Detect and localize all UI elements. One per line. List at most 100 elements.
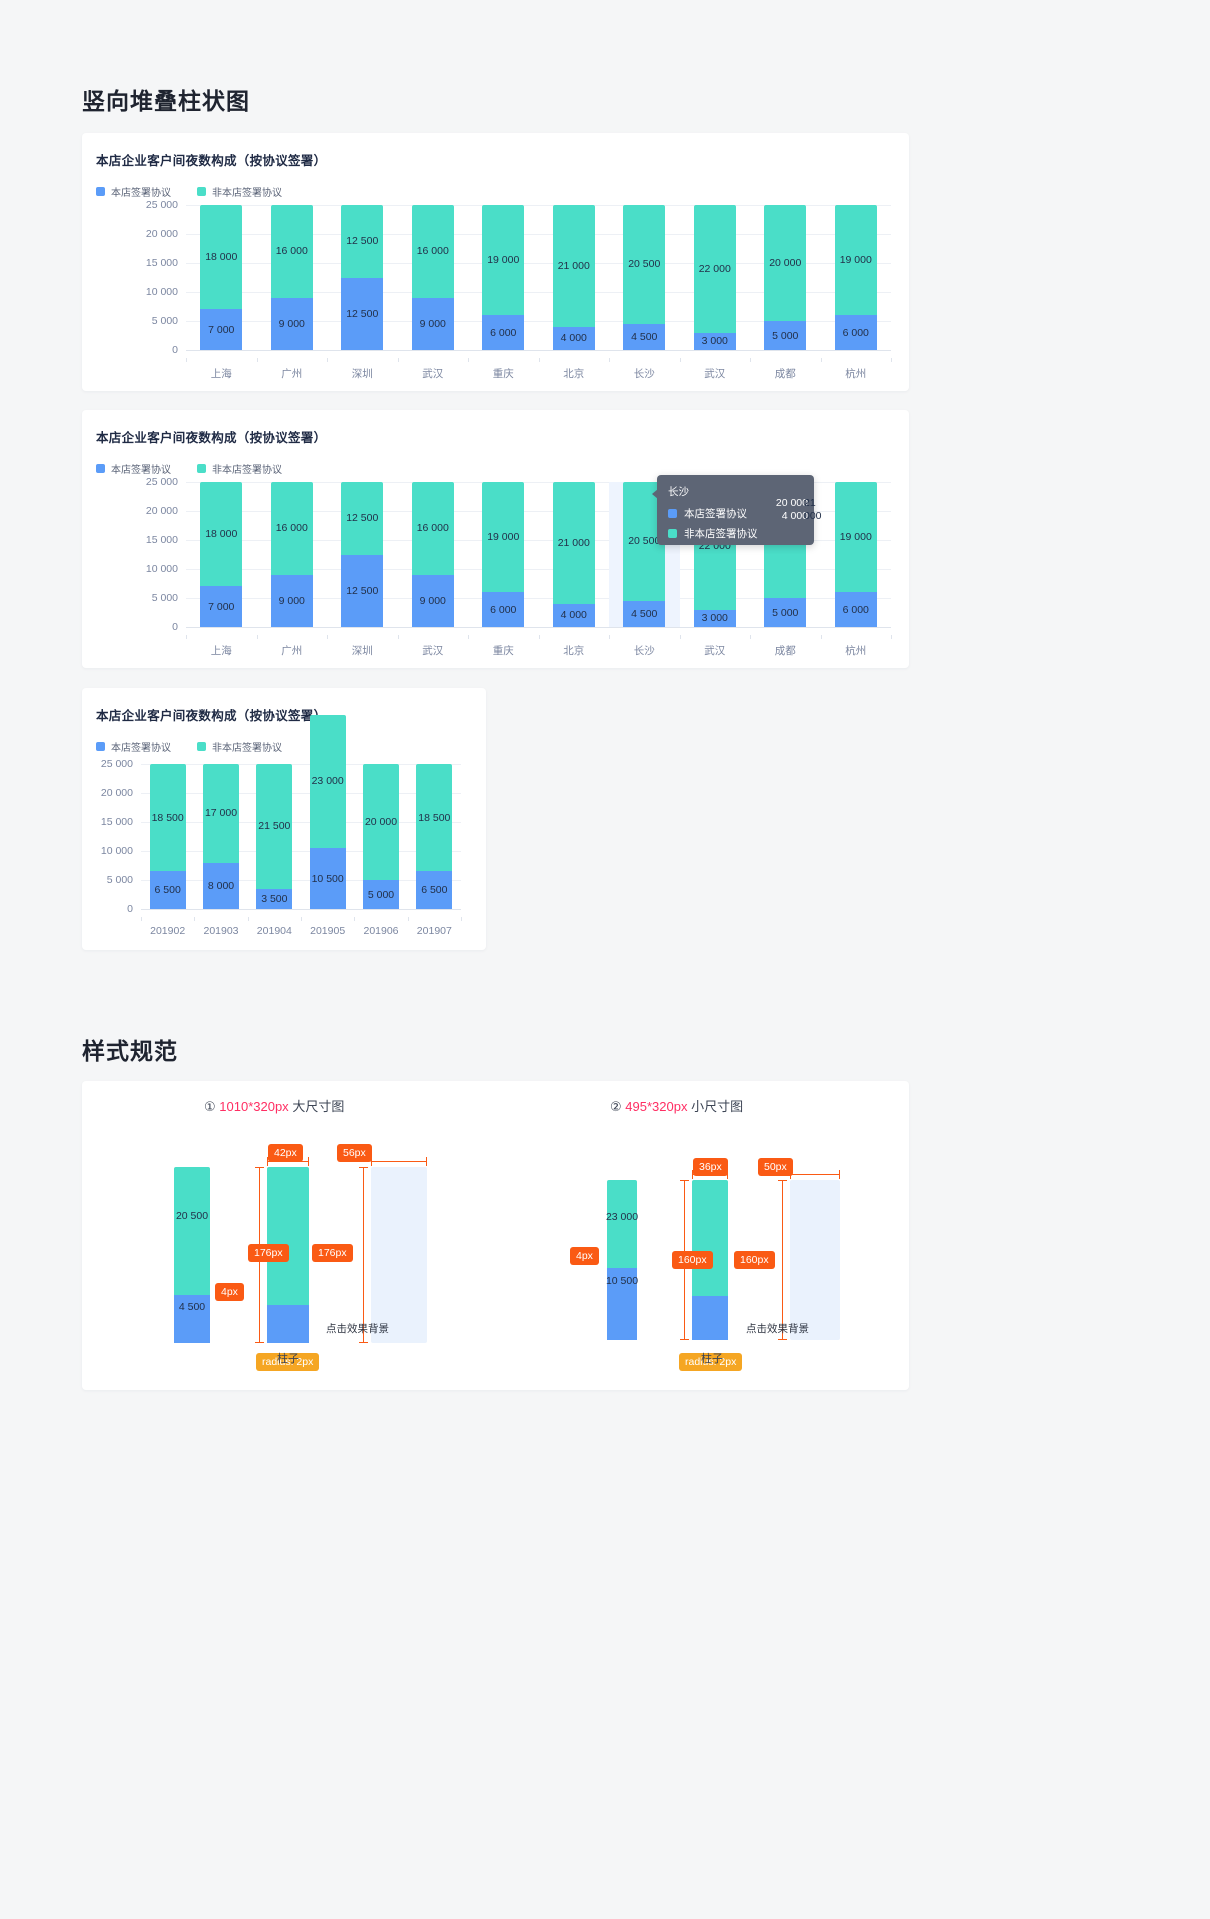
bar-column[interactable]: 12 500 12 500	[341, 205, 384, 350]
bar-segment-signed[interactable]: 6 000	[482, 592, 525, 627]
bar-column[interactable]: 21 000 4 000	[552, 482, 595, 627]
bar-segment-non-signed[interactable]: 19 000	[482, 205, 525, 316]
chart-plot-area[interactable]: 0 5 000 10 000 15 000 20 000 25 000 18 500 6 50…	[101, 714, 461, 915]
tooltip-row-label: 本店签署协议	[684, 508, 747, 520]
bar-segment-non-signed[interactable]: 16 000	[270, 205, 313, 298]
legend-item-1[interactable]: 非本店签署协议	[197, 739, 282, 754]
bar-segment-non-signed[interactable]: 12 500	[341, 205, 384, 278]
bar-segment-non-signed[interactable]: 19 000	[834, 482, 877, 593]
chart-plot-area[interactable]: 0 5 000 10 000 15 000 20 000 25 000 18 000 7 00…	[146, 199, 891, 356]
legend-item-0[interactable]: 本店签署协议	[96, 461, 171, 476]
x-axis-tick	[354, 917, 356, 921]
bar-column[interactable]: 16 000 9 000	[270, 205, 313, 350]
bar-segment-signed[interactable]: 7 000	[200, 586, 243, 627]
bar-segment-signed[interactable]: 4 000	[552, 326, 595, 350]
bar-column[interactable]: 19 000 6 000	[482, 482, 525, 627]
bar-column[interactable]: 20 000 5 000	[363, 764, 399, 909]
bar-segment-signed[interactable]: 9 000	[411, 574, 454, 627]
bar-column[interactable]: 16 000 9 000	[411, 205, 454, 350]
bar-segment-non-signed[interactable]: 20 500	[623, 205, 666, 324]
bar-column[interactable]: 16 000 9 000	[411, 482, 454, 627]
bar-segment-signed[interactable]: 3 500	[256, 888, 293, 909]
legend-item-0[interactable]: 本店签署协议	[96, 739, 171, 754]
x-axis-tick	[750, 635, 751, 639]
bar-segment-signed[interactable]: 3 000	[693, 332, 736, 350]
legend-item-0[interactable]: 本店签署协议	[96, 184, 171, 199]
bar-segment-non-signed[interactable]: 21 500	[256, 764, 293, 889]
bar-segment-signed[interactable]: 5 000	[764, 321, 807, 350]
bar-column[interactable]: 19 000 6 000	[834, 205, 877, 350]
x-axis-tick	[820, 635, 822, 639]
bar-segment-signed[interactable]: 9 000	[270, 574, 313, 627]
bar-column[interactable]: 20 500 4 500	[623, 205, 666, 350]
bar-segment-signed[interactable]: 8 000	[203, 862, 239, 909]
bar-segment-signed[interactable]: 6 000	[482, 315, 525, 350]
bar-segment-non-signed[interactable]: 18 500	[149, 764, 186, 872]
bar-value-label: 5 000	[772, 606, 799, 619]
bar-segment-non-signed[interactable]: 18 500	[416, 764, 453, 872]
x-axis-label: 201906	[363, 925, 399, 937]
bar-column[interactable]: 19 000 6 000	[834, 482, 877, 627]
spec-measure-cap	[308, 1157, 309, 1166]
bar-column[interactable]: 18 500 6 500	[416, 764, 453, 909]
bar-segment-signed[interactable]: 9 000	[411, 297, 454, 350]
bar-segment-non-signed[interactable]: 19 000	[834, 205, 877, 316]
bar-segment-signed[interactable]: 6 500	[416, 871, 453, 909]
bar-segment-signed[interactable]: 4 000	[552, 603, 595, 627]
bar-segment-signed[interactable]: 9 000	[270, 297, 313, 350]
x-axis-label: 201905	[310, 925, 346, 937]
bar-value-label: 16 000	[275, 245, 308, 258]
bar-segment-non-signed[interactable]: 21 000	[552, 205, 595, 327]
bar-column[interactable]: 22 000 3 000	[693, 205, 736, 350]
bar-segment-signed[interactable]: 6 500	[149, 871, 186, 909]
bar-segment-signed[interactable]: 5 000	[363, 880, 399, 909]
tooltip-extra-value: 21 000	[804, 497, 822, 522]
bar-value-label: 18 500	[418, 811, 451, 824]
spec-size: 1010*320px	[219, 1099, 289, 1114]
bar-segment-signed[interactable]: 12 500	[341, 277, 384, 350]
bar-segment-non-signed[interactable]: 20 000	[764, 205, 807, 321]
bar-segment-non-signed[interactable]: 21 000	[552, 482, 595, 604]
bar-column[interactable]: 21 000 4 000	[552, 205, 595, 350]
tooltip-row: 非本店签署协议	[668, 526, 803, 541]
legend-item-1[interactable]: 非本店签署协议	[197, 461, 282, 476]
spec-sample-bottom-value: 4 500	[178, 1301, 206, 1313]
bar-segment-non-signed[interactable]: 16 000	[411, 482, 454, 575]
bar-column[interactable]: 20 000 5 000	[764, 205, 807, 350]
bar-segment-signed[interactable]: 3 000	[693, 609, 736, 627]
bar-segment-non-signed[interactable]: 19 000	[482, 482, 525, 593]
bar-segment-signed[interactable]: 4 500	[623, 323, 666, 350]
bar-segment-non-signed[interactable]: 16 000	[270, 482, 313, 575]
y-axis-tick-label: 10 000	[100, 845, 133, 857]
bar-column[interactable]: 18 000 7 000	[200, 205, 243, 350]
bar-column[interactable]: 23 000 10 500	[309, 714, 346, 909]
bar-segment-non-signed[interactable]: 23 000	[309, 714, 346, 849]
bar-segment-non-signed[interactable]: 18 000	[200, 482, 243, 587]
bar-segment-signed[interactable]: 12 500	[341, 554, 384, 627]
bar-segment-signed[interactable]: 6 000	[834, 315, 877, 350]
bar-segment-signed[interactable]: 5 000	[764, 598, 807, 627]
gridline	[186, 292, 891, 293]
bar-segment-signed[interactable]: 7 000	[200, 309, 243, 350]
bar-column[interactable]: 21 500 3 500	[256, 764, 293, 909]
bar-segment-non-signed[interactable]: 18 000	[200, 205, 243, 310]
bar-column[interactable]: 12 500 12 500	[341, 482, 384, 627]
y-axis-tick-label: 15 000	[100, 816, 133, 828]
bar-segment-non-signed[interactable]: 22 000	[693, 205, 736, 333]
bar-segment-signed[interactable]: 10 500	[309, 848, 346, 909]
bar-column[interactable]: 18 500 6 500	[149, 764, 186, 909]
bar-segment-non-signed[interactable]: 16 000	[411, 205, 454, 298]
bar-column[interactable]: 17 000 8 000	[203, 764, 239, 909]
bar-segment-non-signed[interactable]: 12 500	[341, 482, 384, 555]
tooltip-value-0: 20 000	[775, 497, 808, 509]
bar-segment-signed[interactable]: 6 000	[834, 592, 877, 627]
bar-segment-non-signed[interactable]: 20 000	[363, 764, 399, 880]
legend-item-1[interactable]: 非本店签署协议	[197, 184, 282, 199]
bar-segment-signed[interactable]: 4 500	[623, 600, 666, 627]
bar-column[interactable]: 19 000 6 000	[482, 205, 525, 350]
y-axis-tick-label: 5 000	[106, 874, 133, 886]
bar-column[interactable]: 16 000 9 000	[270, 482, 313, 627]
spec-desc: 大尺寸图	[292, 1099, 345, 1114]
bar-column[interactable]: 18 000 7 000	[200, 482, 243, 627]
bar-segment-non-signed[interactable]: 17 000	[203, 764, 239, 863]
